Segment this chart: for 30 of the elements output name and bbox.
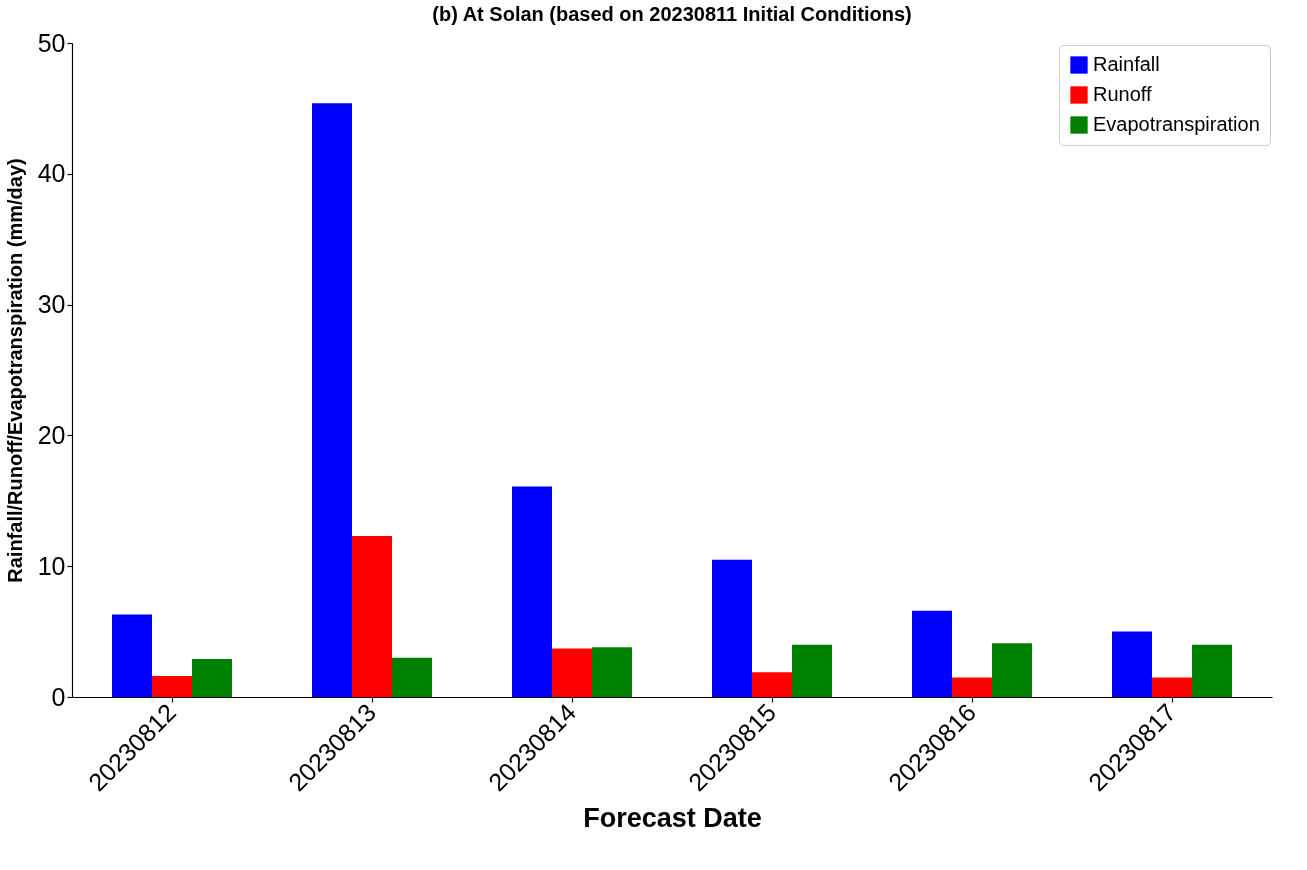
y-tick-label: 20 (37, 420, 66, 449)
bar (312, 103, 352, 697)
bar (792, 644, 832, 697)
bar (992, 643, 1032, 697)
bar (712, 559, 752, 697)
bar (112, 614, 152, 697)
bar (192, 659, 232, 697)
y-tick-label: 50 (37, 28, 66, 57)
bar (1152, 677, 1192, 697)
bar (752, 672, 792, 697)
bar (352, 536, 392, 697)
bar (592, 647, 632, 697)
bar (1192, 644, 1232, 697)
legend-label: Evapotranspiration (1093, 113, 1260, 135)
y-tick-label: 40 (37, 159, 66, 188)
bar (152, 676, 192, 697)
bar (912, 610, 952, 697)
legend-label: Runoff (1093, 83, 1153, 105)
bar (952, 677, 992, 697)
y-tick-label: 0 (51, 682, 66, 711)
chart-title: (b) At Solan (based on 20230811 Initial Conditions) (432, 3, 912, 25)
y-axis-title: Rainfall/Runoff/Evapotranspiration (mm/day) (3, 158, 26, 583)
bar (392, 657, 432, 697)
x-axis-title: Forecast Date (583, 803, 762, 834)
bar (1112, 631, 1152, 697)
bar (552, 648, 592, 697)
legend-label: Rainfall (1093, 53, 1160, 75)
y-tick-label: 10 (37, 551, 66, 580)
bar (512, 486, 552, 697)
y-tick-label: 30 (37, 290, 66, 319)
